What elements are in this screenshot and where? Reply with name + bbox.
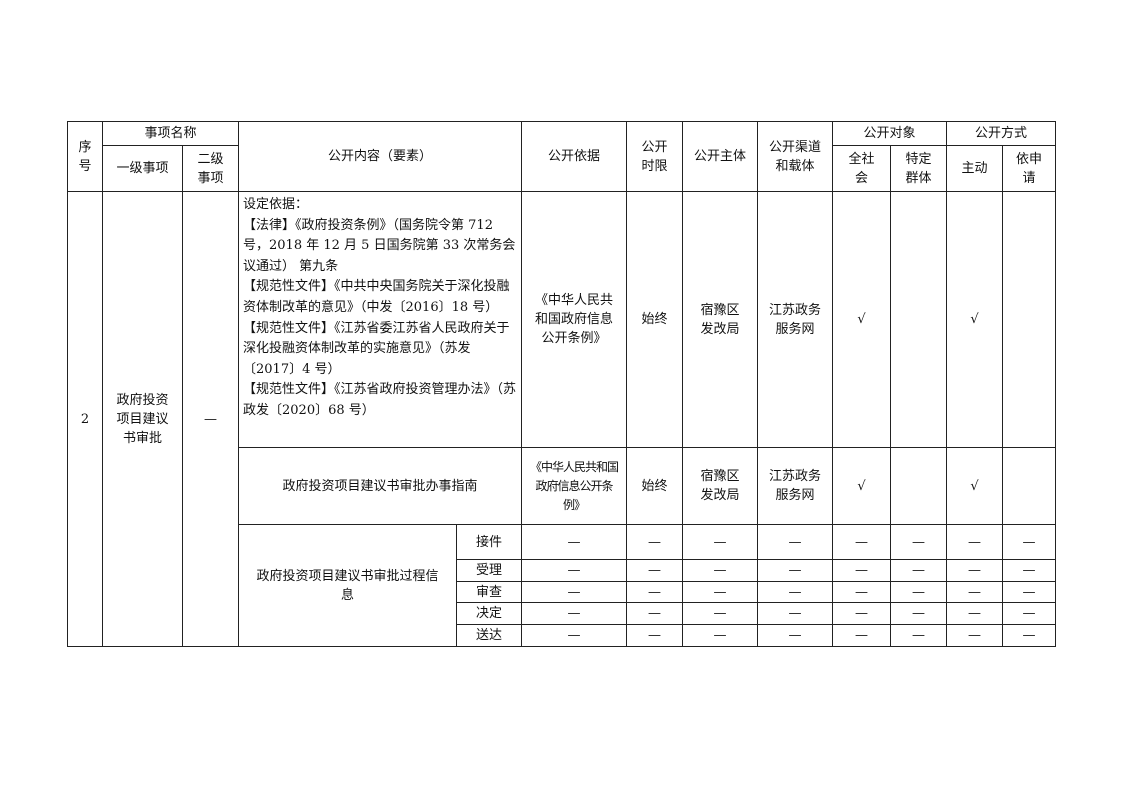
entry-target-specific xyxy=(890,191,948,448)
header-method-request: 依申请 xyxy=(1002,145,1057,192)
process-stage: 受理 xyxy=(456,559,523,582)
entry-method-active: √ xyxy=(946,447,1004,525)
entry-time-limit: 始终 xyxy=(626,447,684,525)
entry-basis: 《中华人民共和国政府信息公开条例》 xyxy=(521,447,628,525)
process-cell: — xyxy=(682,602,759,625)
header-level2: 二级事项 xyxy=(181,145,240,192)
entry-subject: 宿豫区发改局 xyxy=(682,447,759,525)
disclosure-table: 序号 事项名称 公开内容（要素） 公开依据 公开时限 公开主体 公开渠道和载体 … xyxy=(67,121,1057,647)
process-cell: — xyxy=(946,624,1004,647)
row-level1: 政府投资项目建议书审批 xyxy=(102,191,183,647)
entry-channel: 江苏政务服务网 xyxy=(757,447,834,525)
header-target: 公开对象 xyxy=(832,121,948,146)
process-cell: — xyxy=(757,559,834,582)
process-cell: — xyxy=(890,559,948,582)
process-cell: — xyxy=(757,602,834,625)
process-cell: — xyxy=(832,624,892,647)
process-cell: — xyxy=(1002,624,1057,647)
process-cell: — xyxy=(626,624,684,647)
content-line: 【规范性文件】《江苏省委江苏省人民政府关于深化投融资体制改革的实施意见》（苏发〔… xyxy=(243,320,510,377)
process-cell: — xyxy=(832,559,892,582)
process-cell: — xyxy=(890,581,948,603)
process-label: 政府投资项目建议书审批过程信息 xyxy=(238,524,458,647)
header-basis: 公开依据 xyxy=(521,121,628,192)
header-target-specific: 特定群体 xyxy=(890,145,948,192)
process-cell: — xyxy=(1002,559,1057,582)
process-stage: 送达 xyxy=(456,624,523,647)
process-cell: — xyxy=(946,581,1004,603)
header-method: 公开方式 xyxy=(946,121,1057,146)
content-line: 设定依据： xyxy=(243,197,309,212)
process-stage: 接件 xyxy=(456,524,523,560)
entry-target-all: √ xyxy=(832,447,892,525)
header-method-active: 主动 xyxy=(946,145,1004,192)
process-cell: — xyxy=(682,524,759,560)
entry-method-request xyxy=(1002,447,1057,525)
process-row: 送达 — — — — — — — — xyxy=(68,624,1057,647)
process-cell: — xyxy=(1002,602,1057,625)
process-cell: — xyxy=(757,524,834,560)
row-level2: — xyxy=(181,191,240,647)
header-content: 公开内容（要素） xyxy=(238,121,523,192)
entry-method-active: √ xyxy=(946,191,1004,448)
process-cell: — xyxy=(521,559,628,582)
process-cell: — xyxy=(682,624,759,647)
process-cell: — xyxy=(1002,524,1057,560)
process-row: 政府投资项目建议书审批过程信息 接件 — — — — — — — — xyxy=(68,524,1057,647)
header-level1: 一级事项 xyxy=(102,145,183,192)
process-row: 决定 — — — — — — — — xyxy=(68,602,1057,625)
content-line: 【规范性文件】《中共中央国务院关于深化投融资体制改革的意见》（中发〔2016〕1… xyxy=(243,279,510,315)
process-cell: — xyxy=(832,602,892,625)
process-cell: — xyxy=(521,602,628,625)
process-cell: — xyxy=(626,602,684,625)
content-line: 【规范性文件】《江苏省政府投资管理办法》（苏政发〔2020〕68 号） xyxy=(243,382,517,418)
process-cell: — xyxy=(757,581,834,603)
process-cell: — xyxy=(626,524,684,560)
header-item-name: 事项名称 xyxy=(101,121,240,146)
entry-target-all: √ xyxy=(832,191,892,448)
process-cell: — xyxy=(946,602,1004,625)
process-cell: — xyxy=(832,524,892,560)
header-time-limit: 公开时限 xyxy=(626,121,684,192)
process-stage: 审查 xyxy=(456,581,523,603)
entry-basis: 《中华人民共和国政府信息公开条例》 xyxy=(521,191,628,448)
process-cell: — xyxy=(1002,581,1057,603)
header-subject: 公开主体 xyxy=(682,121,759,192)
process-cell: — xyxy=(757,624,834,647)
process-cell: — xyxy=(626,581,684,603)
process-cell: — xyxy=(521,624,628,647)
entry-method-request xyxy=(1002,191,1057,448)
entry-subject: 宿豫区发改局 xyxy=(682,191,759,448)
process-cell: — xyxy=(682,581,759,603)
process-cell: — xyxy=(521,581,628,603)
content-line: 【法律】《政府投资条例》（国务院令第 712 号，2018 年 12 月 5 日… xyxy=(243,217,516,274)
entry-time-limit: 始终 xyxy=(626,191,684,448)
header-channel: 公开渠道和载体 xyxy=(757,121,834,192)
process-cell: — xyxy=(890,602,948,625)
header-target-all: 全社会 xyxy=(832,145,892,192)
process-cell: — xyxy=(832,581,892,603)
row-seq: 2 xyxy=(67,191,103,647)
header-seq: 序号 xyxy=(67,121,103,192)
process-cell: — xyxy=(521,524,628,560)
entry-target-specific xyxy=(890,447,948,525)
entry-guide: 政府投资项目建议书审批办事指南 xyxy=(238,447,523,525)
entry-channel: 江苏政务服务网 xyxy=(757,191,834,448)
process-row: 受理 — — — — — — — — xyxy=(68,559,1057,582)
content-basis-text: 设定依据： 【法律】《政府投资条例》（国务院令第 712 号，2018 年 12… xyxy=(238,191,523,448)
process-cell: — xyxy=(946,559,1004,582)
process-cell: — xyxy=(890,624,948,647)
process-cell: — xyxy=(682,559,759,582)
process-stage: 决定 xyxy=(456,602,523,625)
process-cell: — xyxy=(890,524,948,560)
process-cell: — xyxy=(946,524,1004,560)
process-cell: — xyxy=(626,559,684,582)
